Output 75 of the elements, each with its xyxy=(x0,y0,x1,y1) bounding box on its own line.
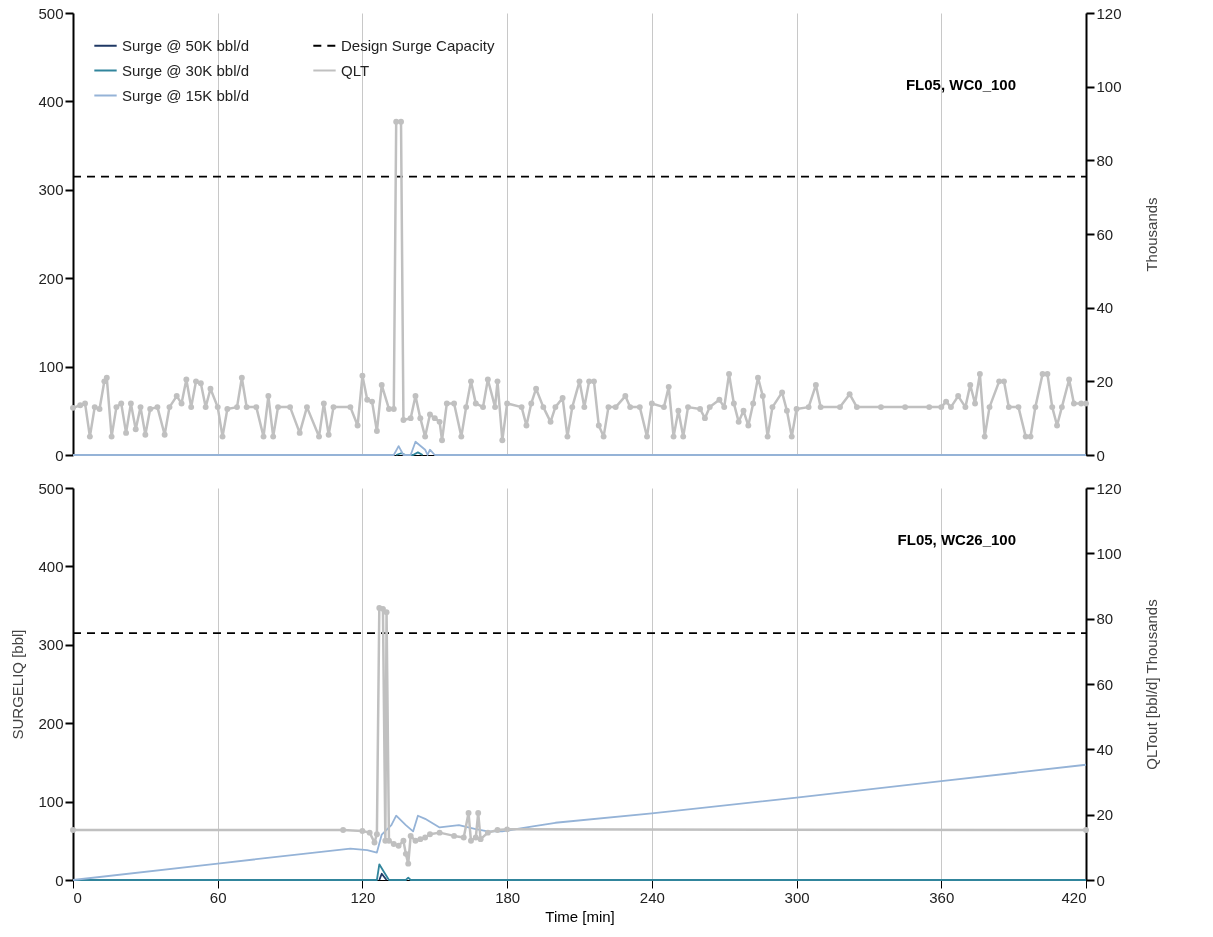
y2-tick-label: 20 xyxy=(1096,372,1114,390)
x-axis-title: Time [min] xyxy=(545,907,615,925)
point xyxy=(504,826,511,833)
point xyxy=(407,832,414,839)
point xyxy=(468,837,474,844)
point xyxy=(1083,827,1089,833)
x-tick-label: 120 xyxy=(350,888,376,906)
y-tick-label: 100 xyxy=(38,358,64,376)
point xyxy=(417,836,424,843)
x-tick-label: 180 xyxy=(495,888,521,906)
y2-tick-label: 40 xyxy=(1096,740,1114,758)
point xyxy=(402,850,409,857)
x-tick-label: 60 xyxy=(209,888,227,906)
y2-tick-label: 80 xyxy=(1096,610,1114,628)
y-tick-label: 400 xyxy=(38,92,64,110)
point xyxy=(477,836,484,843)
y2-tick-label: 80 xyxy=(1096,151,1114,169)
x-tick-label: 240 xyxy=(639,888,665,906)
point xyxy=(340,827,347,833)
y-tick-label: 0 xyxy=(55,446,64,464)
y2-tick-label: 60 xyxy=(1096,225,1114,243)
point xyxy=(475,810,482,816)
point xyxy=(494,827,501,833)
y-tick-label: 200 xyxy=(38,269,64,287)
point xyxy=(422,834,429,841)
point xyxy=(371,839,378,846)
point xyxy=(465,810,472,816)
y2-axis-title: QLTout [bbl/d] Thousands xyxy=(1142,599,1160,770)
legend-label: Surge @ 30K bbl/d xyxy=(122,61,249,79)
point xyxy=(390,841,397,848)
point xyxy=(451,832,458,839)
y-tick-label: 500 xyxy=(38,4,64,22)
point xyxy=(395,842,402,849)
y2-tick-label: 120 xyxy=(1096,4,1122,22)
legend-label: Design Surge Capacity xyxy=(341,36,495,54)
y2-tick-label: 120 xyxy=(1096,479,1122,497)
point xyxy=(460,834,467,841)
y2-tick-label: 0 xyxy=(1096,446,1105,464)
y2-tick-label: 100 xyxy=(1096,544,1122,562)
point xyxy=(472,834,479,841)
point xyxy=(366,829,373,836)
y2-tick-label: 100 xyxy=(1096,78,1122,96)
y-tick-label: 300 xyxy=(38,636,64,654)
point xyxy=(383,609,390,616)
x-tick-label: 360 xyxy=(929,888,955,906)
y-tick-label: 200 xyxy=(38,714,64,732)
point xyxy=(427,831,433,838)
y2-axis-title: Thousands xyxy=(1142,197,1160,272)
x-tick-label: 0 xyxy=(73,888,82,906)
point xyxy=(386,837,392,844)
text: FL05, WC26_100 xyxy=(897,531,1016,548)
point xyxy=(484,829,491,836)
legend-label: Surge @ 50K bbl/d xyxy=(122,36,249,54)
x-tick-label: 300 xyxy=(784,888,810,906)
point xyxy=(405,860,412,867)
point xyxy=(373,831,380,838)
y2-tick-label: 40 xyxy=(1096,299,1114,317)
point xyxy=(412,837,419,844)
y-tick-label: 400 xyxy=(38,557,64,575)
y2-tick-label: 0 xyxy=(1096,871,1105,889)
y-tick-label: 0 xyxy=(55,871,64,889)
point xyxy=(70,827,76,833)
text: FL05, WC0_100 xyxy=(905,76,1016,93)
legend-label: QLT xyxy=(341,61,370,79)
point xyxy=(436,829,443,836)
y2-tick-label: 20 xyxy=(1096,806,1114,824)
y-tick-label: 500 xyxy=(38,479,64,497)
y-axis-title: SURGELIQ [bbl] xyxy=(9,629,27,740)
y-tick-label: 100 xyxy=(38,793,64,811)
y2-tick-label: 60 xyxy=(1096,675,1114,693)
point xyxy=(359,828,366,834)
legend-label: Surge @ 15K bbl/d xyxy=(122,86,249,104)
y-tick-label: 300 xyxy=(38,181,64,199)
x-tick-label: 420 xyxy=(1061,888,1087,906)
point xyxy=(400,837,407,844)
